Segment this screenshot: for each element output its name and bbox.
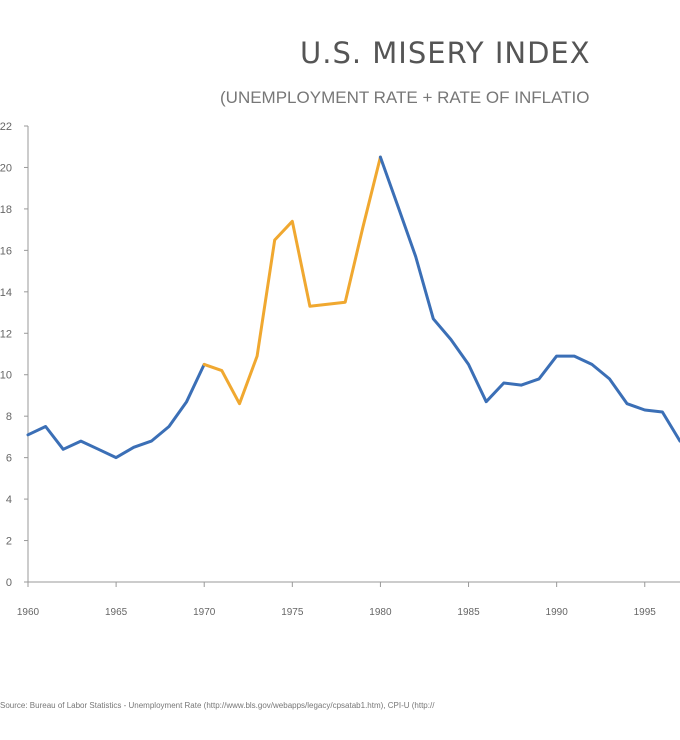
y-tick-label: 0 (6, 577, 12, 589)
y-tick-label: 4 (6, 494, 12, 506)
y-tick-label: 2 (6, 536, 12, 548)
x-tick-label: 1965 (105, 607, 128, 618)
x-tick-label: 1960 (17, 607, 40, 618)
x-tick-label: 1985 (457, 607, 480, 618)
chart-ticks: 0 2 4 6 8 10 12 14 16 18 20 22 1960 1965 1970 1975 1980 1… (0, 121, 656, 618)
x-tick-label: 1990 (546, 607, 569, 618)
y-tick-label: 20 (0, 162, 12, 174)
series-line-2 (202, 155, 382, 406)
y-tick-label: 6 (6, 453, 12, 465)
y-tick-label: 14 (0, 287, 12, 299)
chart-title: U.S. MISERY INDEX (300, 36, 591, 70)
series-line-3 (378, 155, 680, 443)
x-tick-label: 1970 (193, 607, 216, 618)
y-tick-label: 8 (6, 411, 12, 423)
x-tick-label: 1980 (369, 607, 392, 618)
chart-subtitle: (UNEMPLOYMENT RATE + RATE OF INFLATIO (220, 88, 590, 107)
series-line-1 (26, 362, 206, 460)
y-tick-label: 16 (0, 245, 12, 257)
chart-series (26, 155, 680, 460)
source-note: Source: Bureau of Labor Statistics - Une… (0, 701, 435, 710)
y-tick-label: 22 (0, 121, 12, 133)
y-tick-label: 10 (0, 370, 12, 382)
x-tick-label: 1975 (281, 607, 304, 618)
x-tick-label: 1995 (634, 607, 657, 618)
chart-axes (27, 126, 680, 583)
y-tick-label: 18 (0, 204, 12, 216)
y-tick-label: 12 (0, 328, 12, 340)
